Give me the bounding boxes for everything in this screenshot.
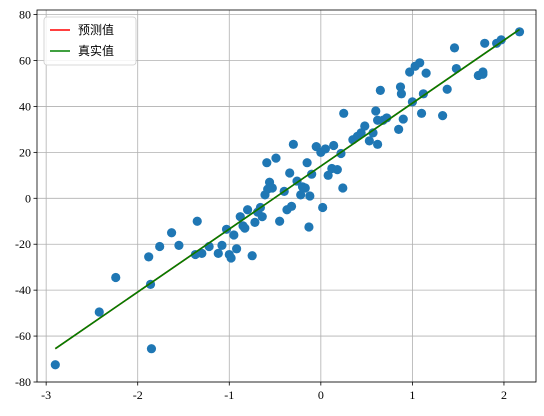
scatter-point <box>50 360 60 370</box>
scatter-point <box>257 212 267 222</box>
legend-label-predicted: 预测值 <box>78 22 114 37</box>
grid-lines <box>37 10 536 383</box>
scatter-point <box>339 108 349 118</box>
axis-ticks: -3 -2 -1 0 1 2 -80 -60 -40 -20 0 20 40 60 80 <box>15 8 507 402</box>
legend-label-actual: 真实值 <box>78 43 114 58</box>
scatter-point <box>394 124 404 135</box>
scatter-point <box>197 248 207 259</box>
scatter-point <box>275 216 285 226</box>
scatter-point <box>496 35 506 45</box>
scatter-point <box>286 201 297 211</box>
scatter-point <box>415 58 425 68</box>
scatter-point <box>250 217 260 228</box>
y-tick-label: 80 <box>19 8 31 22</box>
scatter-point <box>360 121 370 131</box>
x-tick-label: 2 <box>501 388 507 402</box>
x-tick-label: -2 <box>133 388 143 402</box>
scatter-point <box>226 253 236 263</box>
scatter-point <box>217 240 227 250</box>
scatter-point <box>192 216 202 226</box>
scatter-point <box>405 67 415 77</box>
y-tick-label: -60 <box>15 329 31 343</box>
scatter-point <box>416 108 427 118</box>
scatter-point <box>480 38 490 48</box>
scatter-point <box>271 153 281 163</box>
scatter-point <box>213 248 223 259</box>
plot-frame <box>36 9 537 383</box>
y-tick-label: 0 <box>25 191 31 205</box>
scatter-point <box>240 223 250 233</box>
scatter-point <box>144 252 154 262</box>
scatter-point <box>368 128 378 138</box>
scatter-point <box>418 89 428 99</box>
scatter-point <box>332 164 342 175</box>
scatter-point <box>395 82 406 92</box>
scatter-point <box>514 27 525 37</box>
regression-lines <box>54 28 520 350</box>
scatter-point <box>478 69 488 79</box>
scatter-point <box>323 170 333 180</box>
scatter-point <box>166 228 177 238</box>
y-tick-label: 60 <box>19 54 31 68</box>
scatter-point <box>111 272 121 283</box>
y-tick-label: 20 <box>19 145 31 159</box>
scatter-point <box>320 144 331 154</box>
scatter-point <box>242 205 253 215</box>
x-tick-label: -1 <box>224 388 234 402</box>
scatter-point <box>398 114 408 124</box>
y-tick-label: 40 <box>19 99 31 113</box>
scatter-point <box>262 158 272 168</box>
y-tick-label: -20 <box>15 237 31 251</box>
scatter-point <box>300 183 310 193</box>
legend-box <box>43 16 137 66</box>
scatter-point <box>373 139 383 149</box>
scatter-point <box>449 43 460 53</box>
scatter-point <box>267 183 277 193</box>
scatter-point <box>305 191 315 201</box>
scatter-point <box>174 240 184 250</box>
x-tick-label: 1 <box>409 388 415 402</box>
scatter-point <box>229 230 239 240</box>
scatter-point <box>146 344 157 354</box>
scatter-point <box>285 168 295 178</box>
scatter-point <box>302 158 312 168</box>
scatter-point <box>371 106 381 116</box>
scatter-point <box>155 241 165 252</box>
y-tick-label: -80 <box>15 375 31 389</box>
scatter-point <box>364 136 374 146</box>
y-tick-label: -40 <box>15 283 31 297</box>
scatter-point <box>451 63 461 74</box>
scatter-point <box>329 140 339 151</box>
scatter-point <box>304 222 314 232</box>
scatter-point <box>438 111 448 121</box>
x-tick-label: -3 <box>41 388 51 402</box>
scatter-point <box>232 244 242 254</box>
scatter-point <box>296 190 306 200</box>
scatter-point <box>338 183 348 193</box>
x-tick-label: 0 <box>318 388 324 402</box>
scatter-points <box>50 27 525 370</box>
scatter-point <box>247 251 257 261</box>
scatter-point <box>318 202 328 213</box>
actual-line <box>54 28 520 350</box>
scatter-point <box>382 113 392 123</box>
scatter-point <box>356 128 366 138</box>
scatter-point <box>288 139 298 149</box>
scatter-point <box>94 307 104 317</box>
scatter-point <box>375 85 385 95</box>
scatter-point <box>396 89 407 99</box>
scatter-point <box>307 169 317 179</box>
scatter-point <box>442 84 452 94</box>
scatter-point <box>421 68 431 78</box>
